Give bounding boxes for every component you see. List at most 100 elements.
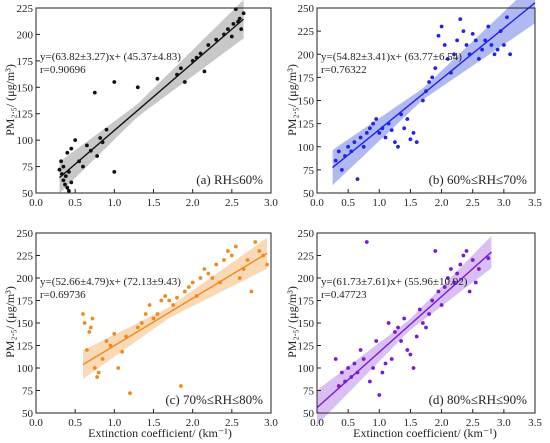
data-point-d — [452, 280, 456, 285]
data-point-b — [483, 38, 488, 43]
y-tick-label-a: 175 — [17, 56, 34, 68]
data-point-a — [100, 140, 105, 145]
data-point-c — [214, 262, 219, 267]
data-point-c — [241, 267, 246, 271]
data-point-b — [477, 57, 481, 61]
x-tick-label-c: 0.0 — [29, 417, 43, 429]
data-point-b — [452, 52, 456, 57]
y-tick-label-b: 100 — [298, 142, 315, 154]
x-tick-label-a: 2.5 — [225, 197, 239, 209]
data-point-d — [442, 285, 447, 289]
data-point-a — [226, 27, 230, 31]
data-point-b — [399, 112, 403, 117]
data-point-d — [436, 289, 441, 294]
y-tick-label-d: 150 — [298, 318, 315, 330]
data-point-c — [194, 294, 199, 298]
data-point-c — [182, 289, 187, 294]
y-tick-label-d: 75 — [303, 386, 315, 398]
x-tick-label-d: 2.0 — [435, 417, 449, 429]
x-tick-label-b: 2.0 — [435, 197, 449, 209]
y-axis-label-a: PM₂.₅/ (μg/m³) — [3, 64, 17, 136]
data-point-d — [340, 370, 344, 375]
data-point-a — [239, 27, 244, 31]
data-point-a — [194, 55, 199, 60]
data-point-d — [349, 375, 354, 379]
data-point-c — [218, 280, 223, 285]
data-point-a — [198, 51, 203, 56]
y-tick-label-a: 150 — [17, 82, 34, 94]
data-point-b — [486, 24, 491, 29]
data-point-b — [336, 149, 341, 154]
data-point-b — [414, 140, 419, 145]
data-point-b — [402, 126, 407, 131]
data-point-a — [63, 182, 67, 187]
data-point-c — [245, 258, 250, 262]
x-axis-label-d: Extinction coefficient/ (km⁻¹) — [353, 426, 497, 440]
data-point-b — [380, 126, 385, 131]
y-tick-label-a: 125 — [17, 109, 34, 121]
data-point-b — [368, 126, 372, 131]
data-point-c — [147, 303, 152, 307]
y-tick-label-d: 250 — [298, 228, 315, 240]
x-tick-label-c: 1.5 — [147, 417, 161, 429]
data-point-d — [408, 352, 413, 357]
data-point-d — [445, 276, 450, 280]
data-point-b — [470, 32, 475, 36]
data-point-b — [433, 66, 438, 70]
y-tick-label-a: 100 — [17, 135, 34, 147]
data-point-b — [352, 140, 357, 145]
x-tick-label-b: 1.5 — [404, 197, 418, 209]
y-tick-label-c: 200 — [17, 273, 34, 285]
data-point-c — [233, 244, 238, 249]
data-point-b — [358, 135, 363, 140]
data-point-b — [436, 33, 441, 38]
data-point-c — [179, 384, 183, 388]
data-point-a — [237, 16, 242, 21]
x-tick-label-b: 1.0 — [372, 197, 386, 209]
x-tick-label-a: 1.0 — [107, 197, 121, 209]
data-point-c — [124, 334, 128, 339]
data-point-c — [82, 321, 87, 325]
data-point-b — [411, 131, 416, 135]
data-point-a — [190, 59, 195, 63]
data-point-d — [383, 361, 388, 366]
x-tick-label-d: 3.0 — [497, 417, 511, 429]
data-point-a — [104, 127, 109, 132]
data-point-b — [495, 47, 500, 52]
y-tick-label-c: 150 — [17, 318, 34, 330]
data-point-b — [389, 128, 394, 133]
data-point-d — [396, 325, 400, 330]
data-point-a — [67, 189, 71, 193]
data-point-a — [60, 172, 64, 176]
data-point-a — [175, 72, 179, 77]
data-point-a — [59, 159, 63, 164]
data-point-d — [470, 258, 475, 262]
data-point-c — [92, 366, 97, 370]
data-point-b — [346, 144, 350, 149]
data-point-d — [374, 339, 379, 343]
data-point-b — [340, 168, 344, 172]
y-tick-label-c: 125 — [17, 341, 34, 353]
data-point-d — [414, 334, 419, 339]
panel-label-a: (a) RH≤60% — [196, 172, 263, 187]
y-axis-label-d: PM₂.₅/ (μg/m³) — [285, 286, 299, 358]
data-point-c — [100, 357, 105, 361]
y-tick-label-b: 150 — [298, 96, 315, 108]
y-tick-label-c: 250 — [17, 228, 34, 240]
x-tick-label-a: 2.0 — [186, 197, 200, 209]
data-point-c — [112, 331, 117, 336]
data-point-a — [65, 185, 70, 190]
data-point-d — [336, 384, 341, 388]
data-point-d — [380, 370, 385, 375]
data-point-a — [61, 178, 66, 183]
data-point-c — [85, 348, 89, 352]
data-point-a — [69, 180, 74, 185]
y-tick-label-a: 75 — [22, 162, 34, 174]
y-tick-label-d: 100 — [298, 363, 315, 375]
data-point-c — [108, 343, 113, 348]
y-tick-label-b: 50 — [303, 188, 315, 200]
x-tick-label-c: 3.0 — [264, 417, 278, 429]
data-point-b — [393, 140, 397, 145]
data-point-c — [163, 294, 168, 298]
data-point-a — [95, 154, 99, 158]
